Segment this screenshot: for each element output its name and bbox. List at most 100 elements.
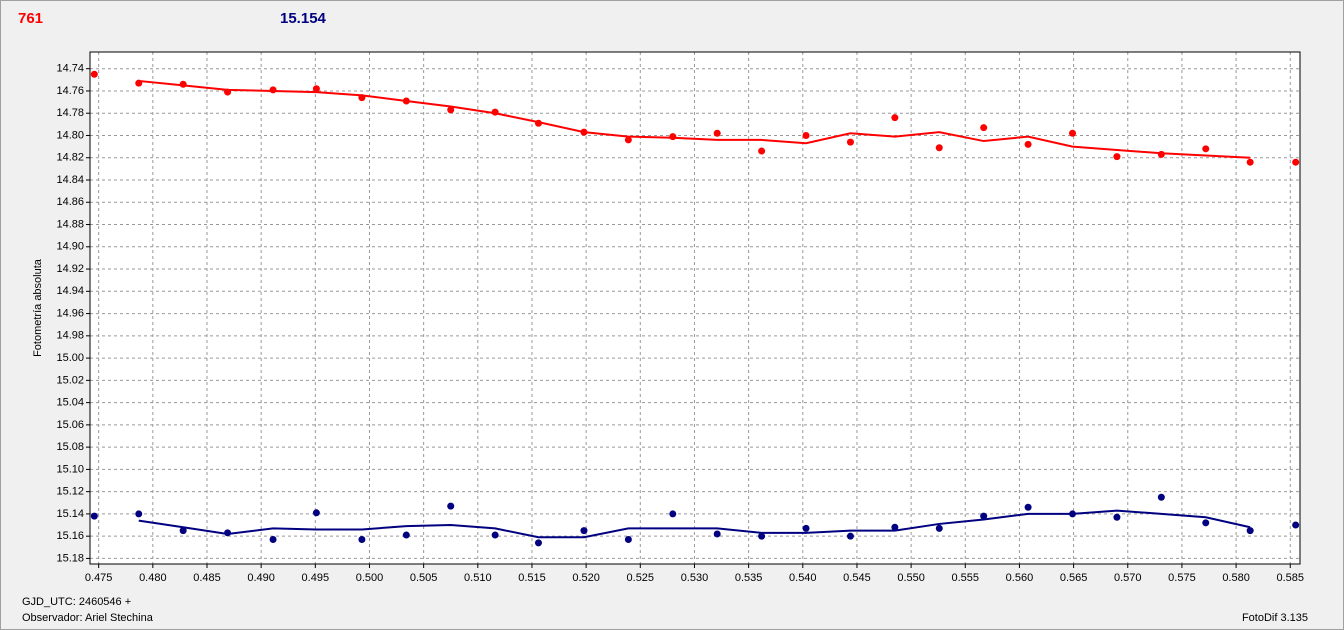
data-point (669, 510, 677, 518)
x-tick-label: 0.580 (1222, 572, 1250, 584)
y-tick-label: 14.90 (56, 241, 84, 253)
data-point (669, 133, 677, 141)
plot-area (90, 52, 1300, 564)
y-tick-label: 15.18 (56, 552, 84, 564)
y-tick-label: 15.04 (56, 397, 84, 409)
header-left: 761 (18, 10, 43, 27)
y-tick-label: 15.06 (56, 419, 84, 431)
x-tick-label: 0.505 (410, 572, 438, 584)
x-tick-label: 0.560 (1006, 572, 1034, 584)
data-point (758, 147, 766, 155)
x-tick-label: 0.515 (518, 572, 546, 584)
y-tick-label: 14.86 (56, 196, 84, 208)
y-tick-label: 15.10 (56, 463, 84, 475)
y-tick-label: 14.80 (56, 129, 84, 141)
y-tick-label: 14.84 (56, 174, 84, 186)
data-point (1113, 513, 1121, 521)
x-tick-label: 0.525 (627, 572, 655, 584)
data-point (980, 512, 988, 520)
x-tick-label: 0.490 (247, 572, 275, 584)
y-tick-label: 14.96 (56, 307, 84, 319)
data-point (1069, 129, 1077, 137)
data-point (1157, 493, 1165, 501)
x-tick-label: 0.550 (897, 572, 925, 584)
data-point (491, 531, 499, 539)
y-tick-label: 14.76 (56, 85, 84, 97)
x-tick-label: 0.500 (356, 572, 384, 584)
footer-observer: Observador: Ariel Stechina (22, 612, 154, 624)
y-tick-label: 15.02 (56, 374, 84, 386)
data-point (1246, 158, 1254, 166)
x-tick-label: 0.540 (789, 572, 817, 584)
x-tick-label: 0.495 (302, 572, 330, 584)
data-point (846, 532, 854, 540)
x-tick-label: 0.545 (843, 572, 871, 584)
y-tick-label: 14.78 (56, 107, 84, 119)
data-point (1202, 145, 1210, 153)
data-point (980, 124, 988, 132)
y-tick-label: 14.94 (56, 285, 84, 297)
data-point (802, 131, 810, 139)
data-point (935, 524, 943, 532)
y-axis-label: Fotometría absoluta (32, 258, 44, 357)
data-point (891, 523, 899, 531)
data-point (312, 85, 320, 93)
data-point (713, 530, 721, 538)
header-right: 15.154 (280, 10, 327, 27)
data-point (1024, 140, 1032, 148)
data-point (1292, 521, 1300, 529)
x-tick-label: 0.565 (1060, 572, 1088, 584)
x-tick-label: 0.485 (193, 572, 221, 584)
data-point (179, 527, 187, 535)
data-point (269, 536, 277, 544)
data-point (90, 512, 98, 520)
x-tick-label: 0.520 (572, 572, 600, 584)
y-tick-label: 15.12 (56, 486, 84, 498)
y-tick-label: 15.16 (56, 530, 84, 542)
x-tick-label: 0.530 (681, 572, 709, 584)
x-tick-label: 0.535 (735, 572, 763, 584)
x-tick-label: 0.575 (1168, 572, 1196, 584)
y-tick-label: 15.14 (56, 508, 84, 520)
data-point (90, 70, 98, 78)
y-tick-label: 14.92 (56, 263, 84, 275)
x-tick-label: 0.570 (1114, 572, 1142, 584)
plot-layer: 0.475 0.480 0.485 0.490 0.495 0.500 0.505 0.510… (56, 52, 1304, 584)
data-point (891, 114, 899, 122)
data-point (447, 106, 455, 114)
data-point (1292, 158, 1300, 166)
x-tick-label: 0.585 (1276, 572, 1304, 584)
data-point (312, 509, 320, 517)
y-tick-label: 14.82 (56, 152, 84, 164)
data-point (269, 86, 277, 94)
data-point (358, 536, 366, 544)
y-tick-label: 14.74 (56, 63, 84, 75)
data-point (624, 136, 632, 144)
data-point (1024, 503, 1032, 511)
footer-version: FotoDif 3.135 (1242, 612, 1308, 624)
x-tick-label: 0.555 (952, 572, 980, 584)
y-tick-label: 14.88 (56, 218, 84, 230)
footer-gjd: GJD_UTC: 2460546 + (22, 596, 131, 608)
data-point (447, 502, 455, 510)
fit-line (138, 79, 1251, 159)
y-tick-label: 15.08 (56, 441, 84, 453)
data-point (935, 144, 943, 152)
x-tick-label: 0.510 (464, 572, 492, 584)
y-tick-label: 15.00 (56, 352, 84, 364)
data-point (1113, 153, 1121, 161)
y-tick-label: 14.98 (56, 330, 84, 342)
data-point (713, 129, 721, 137)
x-tick-label: 0.475 (85, 572, 113, 584)
x-tick-label: 0.480 (139, 572, 167, 584)
data-point (624, 536, 632, 544)
data-point (1202, 519, 1210, 527)
data-point (402, 531, 410, 539)
data-point (758, 532, 766, 540)
data-point (846, 138, 854, 146)
data-point (802, 524, 810, 532)
fit-line (138, 509, 1251, 539)
data-point (1246, 527, 1254, 535)
